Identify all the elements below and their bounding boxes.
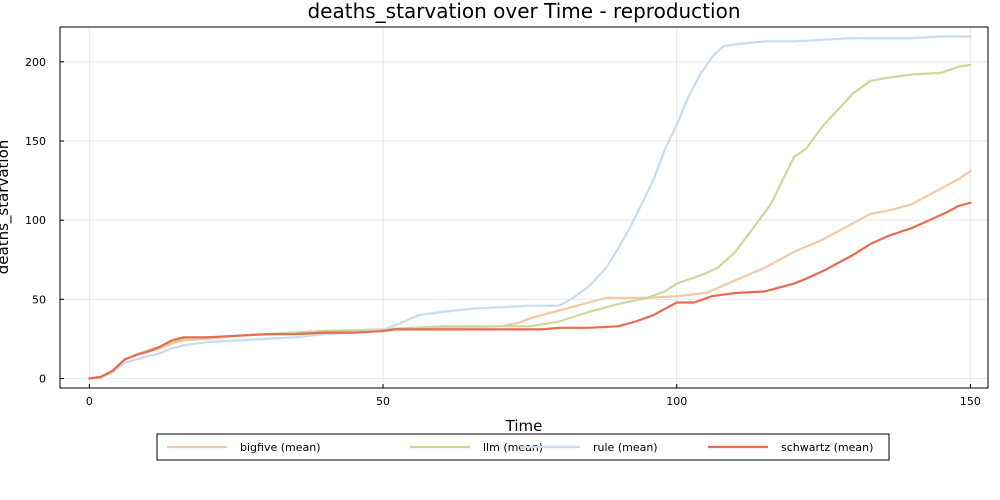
y-axis-label: deaths_starvation (0, 140, 13, 275)
legend-item: rule (mean) (520, 441, 658, 454)
y-tick-label: 0 (39, 373, 46, 386)
series-line-0 (88, 170, 972, 380)
x-tick-label: 0 (86, 395, 93, 408)
y-tick-label: 150 (25, 135, 46, 148)
y-tick-label: 50 (32, 293, 46, 306)
legend-label: llm (mean) (483, 441, 543, 454)
chart-title: deaths_starvation over Time - reproducti… (307, 0, 740, 23)
legend-item: schwartz (mean) (708, 441, 873, 454)
x-tick-label: 50 (376, 395, 390, 408)
legend-item: bigfive (mean) (167, 441, 321, 454)
series-line-2 (88, 35, 972, 380)
x-axis-ticks: 0 50 100 150 (86, 384, 981, 408)
plot-frame (59, 26, 989, 389)
grid-lines (60, 27, 988, 388)
y-tick-label: 100 (25, 214, 46, 227)
legend-item: llm (mean) (410, 441, 543, 454)
legend-label: rule (mean) (593, 441, 658, 454)
legend: bigfive (mean) llm (mean) rule (mean) schwa… (156, 433, 890, 461)
series-line-1 (88, 63, 972, 380)
x-axis-label: Time (505, 417, 543, 435)
series-line-3 (88, 201, 972, 380)
legend-label: bigfive (mean) (240, 441, 321, 454)
series-lines (88, 35, 972, 380)
legend-label: schwartz (mean) (781, 441, 873, 454)
x-tick-label: 150 (960, 395, 981, 408)
y-tick-label: 200 (25, 56, 46, 69)
x-tick-label: 100 (666, 395, 687, 408)
y-axis-ticks: 0 50 100 150 200 (25, 56, 64, 386)
